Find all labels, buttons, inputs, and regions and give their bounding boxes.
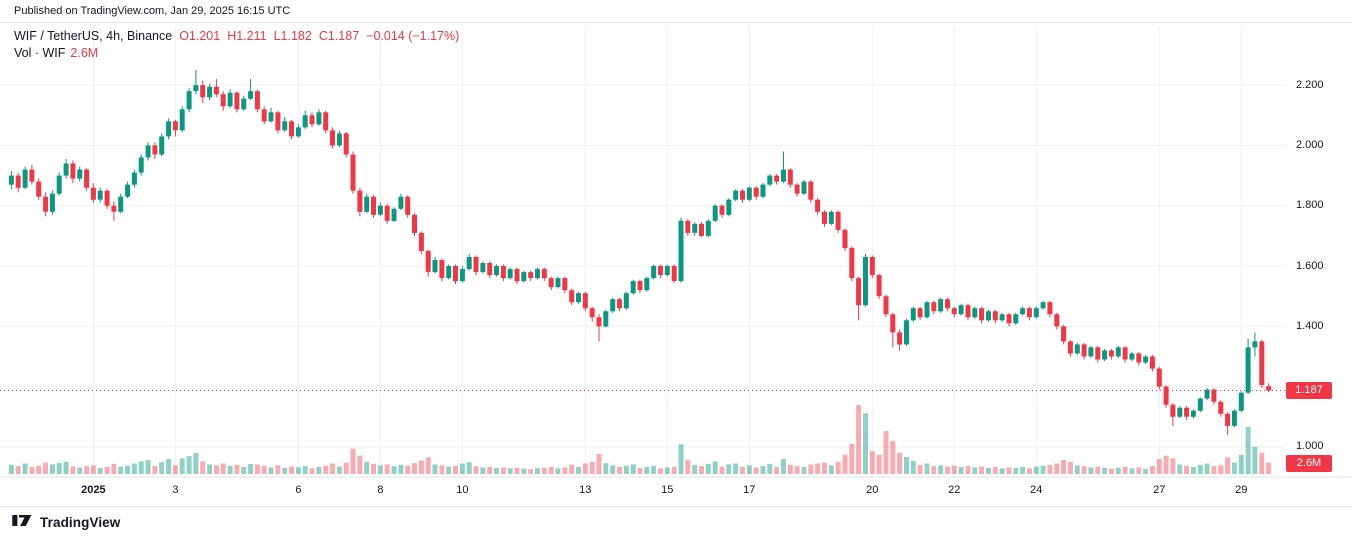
volume-badge: 2.6M — [1286, 455, 1332, 472]
tradingview-logo-icon — [12, 513, 33, 533]
legend-volume-row: Vol · WIF 2.6M — [14, 45, 459, 62]
price-axis-label: 1.800 — [1296, 199, 1324, 212]
time-axis-label: 29 — [1235, 484, 1248, 496]
time-axis-label: 10 — [456, 484, 469, 496]
published-banner: Published on TradingView.com, Jan 29, 20… — [0, 0, 1352, 23]
price-change: −0.014 (−1.17%) — [366, 29, 460, 43]
time-axis-label: 8 — [377, 484, 384, 496]
time-axis[interactable]: 2025 3 6 8 10 13 15 17 20 22 24 27 29 — [0, 478, 1352, 505]
price-axis-label: 1.000 — [1296, 440, 1324, 453]
time-axis-label: 22 — [948, 484, 961, 496]
volume-label: Vol · WIF — [14, 46, 66, 60]
chart-legend: WIF / TetherUS, 4h, Binance O1.201 H1.211 L… — [14, 28, 459, 62]
ohlc-open: O1.201 — [179, 29, 221, 43]
volume-layer — [8, 404, 1272, 475]
symbol-title: WIF / TetherUS, 4h, Binance — [14, 29, 173, 43]
time-axis-label: 6 — [295, 484, 302, 496]
time-axis-label: 17 — [743, 484, 756, 496]
last-price-badge: 1.187 — [1286, 381, 1332, 399]
price-axis-label: 1.400 — [1296, 319, 1324, 332]
candles-layer — [8, 70, 1272, 435]
ohlc-close: C1.187 — [318, 29, 360, 43]
footer-bar: TradingView — [0, 506, 1352, 538]
tradingview-link[interactable]: TradingView — [12, 513, 120, 533]
legend-symbol-row: WIF / TetherUS, 4h, Binance O1.201 H1.211 L… — [14, 28, 459, 45]
time-axis-label: 15 — [661, 484, 674, 496]
time-axis-label: 20 — [866, 484, 879, 496]
price-axis-label: 2.200 — [1296, 78, 1324, 91]
time-axis-label: 27 — [1153, 484, 1166, 496]
volume-value: 2.6M — [70, 46, 99, 60]
time-axis-label: 24 — [1030, 484, 1043, 496]
time-axis-label: 13 — [579, 484, 592, 496]
ohlc-high: H1.211 — [227, 29, 267, 43]
time-axis-label: 2025 — [81, 484, 106, 496]
price-axis-label: 2.000 — [1296, 138, 1324, 151]
grid-layer — [0, 26, 1286, 477]
price-axis[interactable]: 2.200 2.000 1.800 1.600 1.400 1.000 — [1286, 22, 1352, 478]
ohlc-low: L1.182 — [273, 29, 312, 43]
tradingview-wordmark: TradingView — [40, 515, 121, 530]
price-axis-label: 1.600 — [1296, 259, 1324, 272]
time-axis-label: 3 — [172, 484, 179, 496]
published-text: Published on TradingView.com, Jan 29, 20… — [14, 5, 291, 17]
